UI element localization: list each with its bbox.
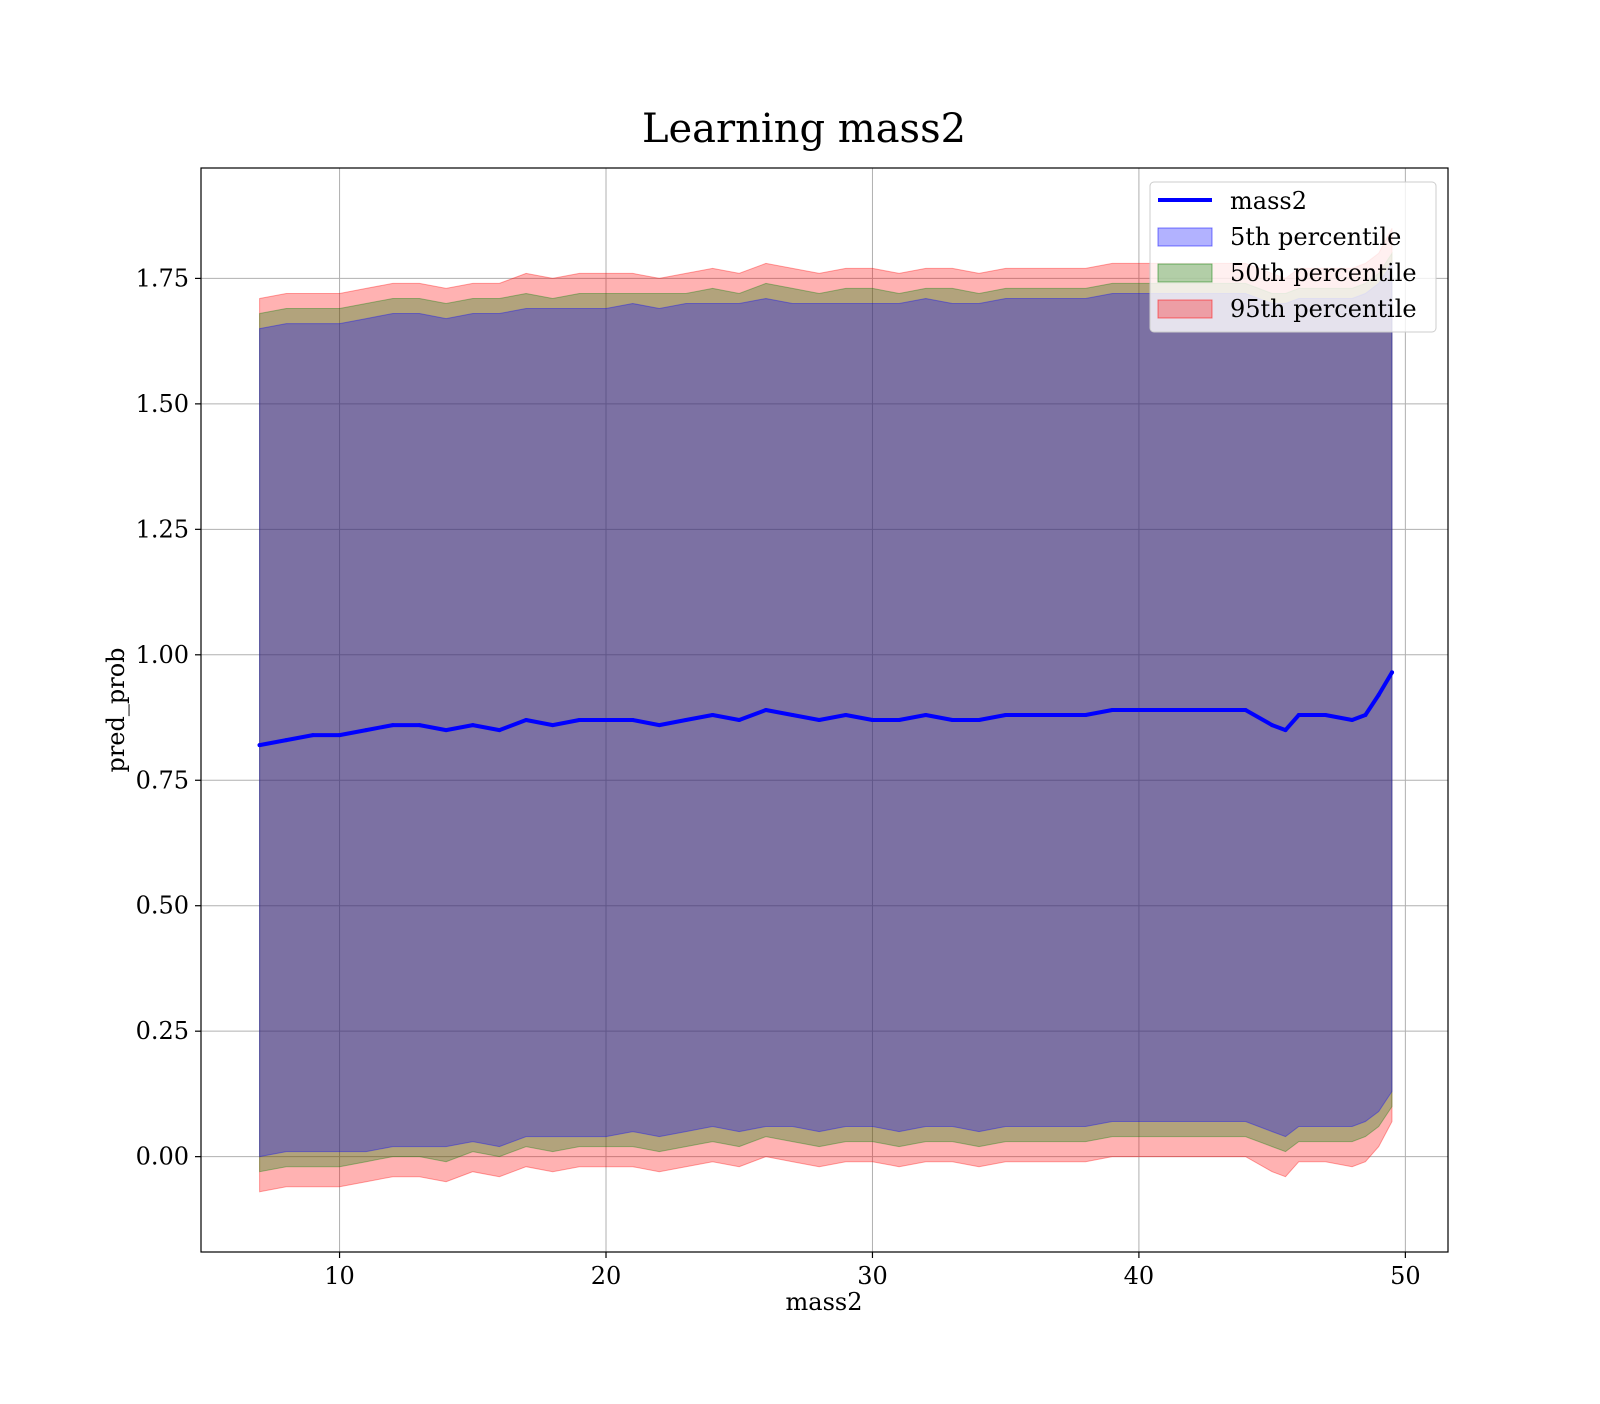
series-point <box>897 718 902 722</box>
series-point <box>657 723 662 728</box>
series-point <box>310 733 315 738</box>
series-point <box>1110 708 1115 712</box>
legend-swatch-50th <box>1157 263 1213 283</box>
y-tick-label: 0.25 <box>136 1017 189 1045</box>
series-point <box>710 713 715 717</box>
series-point <box>790 713 795 717</box>
legend-swatch-95th <box>1157 299 1213 319</box>
x-tick-label: 10 <box>324 1262 355 1290</box>
series-point <box>470 723 475 728</box>
x-axis-label: mass2 <box>786 1288 863 1316</box>
series-point <box>1083 713 1088 717</box>
series-point <box>950 718 955 722</box>
y-axis-label: pred_prob <box>102 647 130 772</box>
band-50th-percentile <box>259 251 1393 1173</box>
y-tick-label: 0.50 <box>136 892 189 920</box>
series-point <box>1270 723 1275 728</box>
series-point <box>1390 670 1394 675</box>
series-point <box>1163 708 1168 712</box>
series-point <box>843 713 848 717</box>
series-point <box>737 718 742 722</box>
x-tick-label: 30 <box>857 1262 888 1290</box>
series-point <box>1030 713 1035 717</box>
series-point <box>1350 718 1355 722</box>
series-point <box>284 738 289 743</box>
series-point <box>577 718 582 722</box>
legend-label-5th: 5th percentile <box>1230 223 1401 251</box>
percentile-bands <box>259 227 1393 1193</box>
y-tick-label: 1.00 <box>136 641 189 669</box>
series-point <box>977 718 981 722</box>
series-point <box>257 743 262 748</box>
series-point <box>1323 713 1328 717</box>
series-point <box>390 723 395 728</box>
series-point <box>604 718 608 722</box>
series-point <box>1376 692 1381 697</box>
x-tick-label: 50 <box>1390 1262 1421 1290</box>
legend-swatch-5th <box>1157 227 1213 247</box>
series-point <box>1003 713 1008 717</box>
y-tick-label: 1.75 <box>136 264 189 292</box>
legend-label-50th: 50th percentile <box>1230 259 1417 287</box>
axis-ticks: 10 20 30 40 50 0.00 0.25 0.50 0.75 1.00 1.25 1.50 1.… <box>136 264 1421 1290</box>
series-point <box>1216 708 1221 712</box>
gridlines <box>201 168 1448 1252</box>
series-point <box>1296 713 1301 717</box>
series-lines <box>257 670 1394 748</box>
series-line-mass2 <box>257 670 1394 748</box>
series-point <box>444 728 449 733</box>
series-point <box>763 708 768 712</box>
series-point <box>1057 713 1061 717</box>
series-point <box>337 733 342 738</box>
legend-box <box>1149 181 1437 333</box>
series-point <box>630 718 635 722</box>
y-tick-label: 1.25 <box>136 515 189 543</box>
band-5th-percentile <box>259 261 1393 1158</box>
series-point <box>550 723 555 728</box>
series-point <box>417 723 422 728</box>
series-point <box>1190 708 1195 712</box>
series-point <box>497 728 502 733</box>
legend-label-95th: 95th percentile <box>1230 295 1417 323</box>
y-tick-label: 0.75 <box>136 766 189 794</box>
y-tick-label: 0.00 <box>136 1143 189 1171</box>
series-point <box>524 718 529 722</box>
series-point <box>1363 713 1368 717</box>
x-tick-label: 20 <box>591 1262 622 1290</box>
series-point <box>683 718 688 722</box>
series-point <box>1283 728 1288 733</box>
series-point <box>1243 708 1248 712</box>
legend: mass2 5th percentile 50th percentile 95t… <box>1149 181 1437 333</box>
series-point <box>817 718 822 722</box>
y-tick-label: 1.50 <box>136 390 189 418</box>
series-point <box>870 718 875 722</box>
series-point <box>1136 708 1141 712</box>
x-tick-label: 40 <box>1124 1262 1155 1290</box>
chart-title: Learning mass2 <box>642 106 966 152</box>
series-point <box>364 728 369 733</box>
series-point <box>923 713 928 717</box>
plot-frame <box>200 167 1449 1253</box>
band-95th-percentile <box>259 227 1393 1193</box>
legend-label-mass2: mass2 <box>1230 187 1307 215</box>
